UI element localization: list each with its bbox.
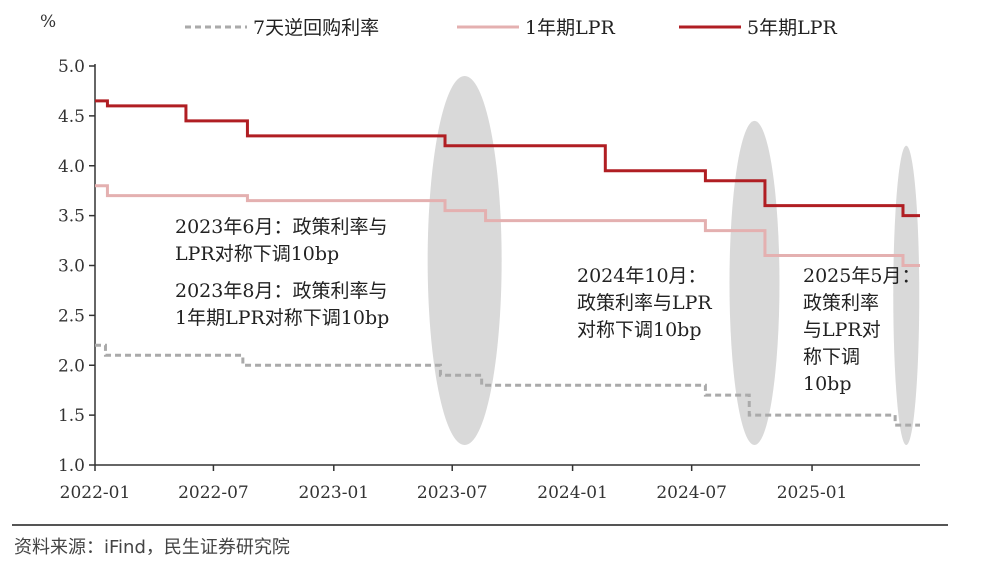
legend-label: 7天逆回购利率 bbox=[253, 17, 379, 39]
y-tick-label: 2.5 bbox=[58, 306, 85, 326]
y-tick-label: 1.0 bbox=[58, 456, 85, 476]
highlight-ellipse bbox=[893, 145, 920, 446]
series-line-2 bbox=[95, 184, 920, 267]
annotation-text: 2024年10月： bbox=[577, 265, 707, 287]
annotation-text: 称下调 bbox=[803, 346, 860, 368]
y-unit-label: % bbox=[40, 12, 56, 32]
annotation-text: 对称下调10bp bbox=[577, 319, 702, 341]
y-tick-label: 4.5 bbox=[58, 107, 85, 127]
annotation-text: 与LPR对 bbox=[803, 319, 881, 341]
annotation-text: 2025年5月： bbox=[803, 265, 920, 287]
annotation-text: 政策利率 bbox=[803, 292, 879, 314]
footer-divider bbox=[12, 524, 948, 526]
highlight-ellipse bbox=[427, 75, 502, 446]
y-tick-label: 5.0 bbox=[58, 57, 85, 77]
annotation-text: 1年期LPR对称下调10bp bbox=[175, 307, 389, 329]
x-tick-label: 2025-01 bbox=[777, 483, 848, 503]
highlight-ellipse bbox=[729, 120, 780, 446]
rate-chart: % 1.0 1.5 2.0 2.5 3.0 3.5 4.0 4.5 5.0 2022-01 2022-… bbox=[40, 12, 920, 503]
y-tick-label: 3.5 bbox=[58, 207, 85, 227]
annotation-text: LPR对称下调10bp bbox=[175, 243, 339, 265]
annotation-text: 2023年6月：政策利率与 bbox=[175, 216, 387, 238]
series-line-3 bbox=[95, 99, 920, 218]
x-tick-label: 2023-01 bbox=[298, 483, 369, 503]
y-tick-label: 4.0 bbox=[58, 157, 85, 177]
annotation-text: 10bp bbox=[803, 373, 852, 395]
source-note: 资料来源：iFind，民生证券研究院 bbox=[14, 537, 290, 558]
annotation-text: 政策利率与LPR bbox=[577, 292, 712, 314]
legend-label: 1年期LPR bbox=[525, 17, 615, 39]
y-tick-label: 3.0 bbox=[58, 257, 85, 277]
x-tick-label: 2022-07 bbox=[178, 483, 249, 503]
y-tick-label: 1.5 bbox=[58, 406, 85, 426]
annotation-text: 2023年8月：政策利率与 bbox=[175, 280, 387, 302]
y-tick-label: 2.0 bbox=[58, 356, 85, 376]
series-line-1 bbox=[95, 343, 920, 427]
x-tick-label: 2024-07 bbox=[656, 483, 727, 503]
x-tick-label: 2024-01 bbox=[537, 483, 608, 503]
x-tick-label: 2022-01 bbox=[60, 483, 131, 503]
x-tick-label: 2023-07 bbox=[417, 483, 488, 503]
legend-label: 5年期LPR bbox=[747, 17, 837, 39]
